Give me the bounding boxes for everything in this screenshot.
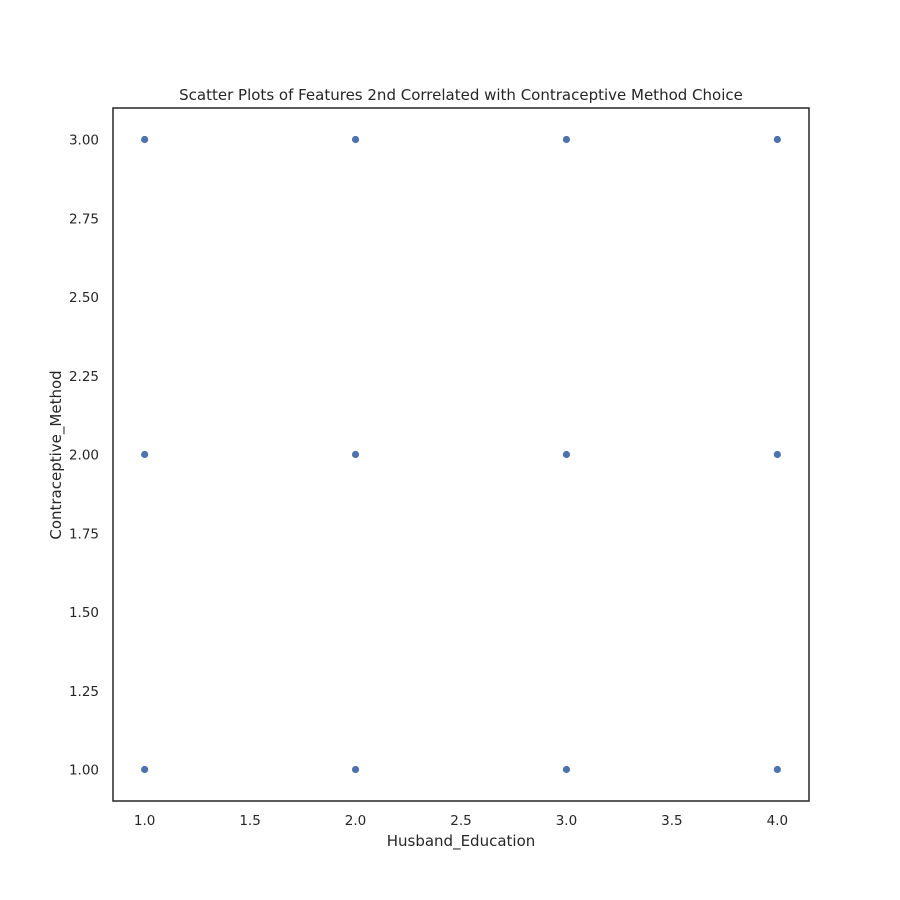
x-tick-label: 1.5 (239, 813, 260, 829)
y-axis-ticks: 1.00 1.25 1.50 1.75 2.00 2.25 2.50 2.75 3.00 (69, 133, 99, 779)
y-tick-label: 3.00 (69, 133, 99, 149)
y-tick-label: 1.50 (69, 605, 99, 621)
data-points (140, 135, 782, 774)
scatter-point (140, 135, 150, 144)
y-tick-label: 1.75 (69, 526, 99, 542)
y-tick-label: 2.50 (69, 290, 99, 306)
x-tick-label: 4.0 (767, 813, 788, 829)
scatter-point (772, 135, 782, 144)
y-axis-label: Contraceptive_Method (47, 370, 66, 539)
x-tick-label: 1.0 (134, 813, 155, 829)
scatter-point (140, 450, 150, 459)
y-tick-label: 2.00 (69, 448, 99, 464)
plot-frame (112, 107, 810, 802)
chart-title: Scatter Plots of Features 2nd Correlated… (179, 86, 743, 104)
x-tick-label: 2.5 (450, 813, 471, 829)
x-tick-label: 3.5 (661, 813, 682, 829)
scatter-point (562, 450, 571, 459)
y-tick-label: 2.25 (69, 369, 99, 385)
scatter-point (772, 450, 782, 459)
scatter-point (772, 765, 782, 774)
scatter-point (351, 135, 360, 144)
x-tick-label: 2.0 (345, 813, 366, 829)
x-tick-label: 3.0 (556, 813, 577, 829)
scatter-point (562, 135, 571, 144)
y-tick-label: 1.00 (69, 763, 99, 779)
y-tick-label: 1.25 (69, 684, 99, 700)
scatter-point (351, 450, 360, 459)
scatter-point (562, 765, 571, 774)
x-axis-label: Husband_Education (387, 832, 536, 851)
y-tick-label: 2.75 (69, 211, 99, 227)
scatter-point (140, 765, 150, 774)
scatter-point (351, 765, 360, 774)
x-axis-ticks: 1.0 1.5 2.0 2.5 3.0 3.5 4.0 (134, 813, 788, 829)
